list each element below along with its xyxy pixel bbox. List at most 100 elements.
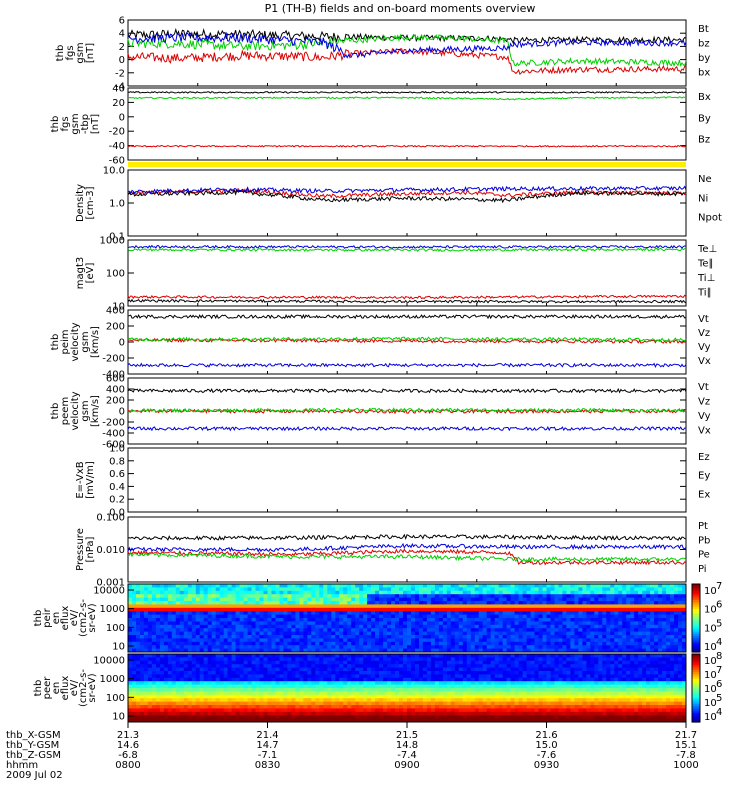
- spectrogram-cell: [554, 587, 559, 592]
- spectrogram-cell: [415, 718, 420, 723]
- spectrogram-cell: [395, 688, 400, 692]
- spectrogram-cell: [526, 628, 532, 633]
- spectrogram-cell: [454, 681, 460, 686]
- spectrogram-cell: [371, 711, 376, 716]
- spectrogram-cell: [450, 654, 456, 658]
- spectrogram-cell: [251, 648, 257, 653]
- spectrogram-cell: [299, 688, 304, 692]
- spectrogram-cell: [243, 594, 249, 599]
- spectrogram-cell: [128, 604, 133, 609]
- spectrogram-cell: [375, 660, 380, 665]
- spectrogram-cell: [223, 594, 229, 599]
- spectrogram-cell: [307, 601, 312, 605]
- spectrogram-cell: [478, 631, 484, 636]
- spectrogram-cell: [442, 584, 448, 588]
- spectrogram-cell: [446, 698, 452, 703]
- spectrogram-cell: [395, 611, 400, 616]
- spectrogram-cell: [566, 618, 571, 622]
- spectrogram-cell: [622, 618, 627, 622]
- spectrogram-cell: [311, 715, 316, 720]
- spectrogram-cell: [183, 638, 189, 643]
- spectrogram-cell: [442, 677, 448, 682]
- spectrogram-cell: [271, 601, 276, 605]
- spectrogram-cell: [291, 708, 296, 713]
- spectrogram-cell: [319, 698, 324, 703]
- spectrogram-cell: [450, 684, 456, 689]
- spectrogram-cell: [275, 590, 280, 595]
- spectrogram-cell: [566, 601, 571, 605]
- spectrogram-cell: [179, 638, 185, 643]
- spectrogram-cell: [391, 601, 396, 605]
- spectrogram-cell: [478, 718, 484, 723]
- spectrogram-cell: [574, 590, 579, 595]
- spectrogram-cell: [203, 604, 209, 609]
- spectrogram-cell: [355, 657, 360, 662]
- spectrogram-cell: [494, 645, 500, 650]
- spectrogram-cell: [506, 587, 512, 592]
- spectrogram-cell: [502, 584, 508, 588]
- spectrogram-cell: [255, 614, 260, 619]
- spectrogram-cell: [438, 718, 444, 723]
- spectrogram-cell: [319, 674, 324, 679]
- spectrogram-cell: [391, 691, 396, 696]
- spectrogram-cell: [618, 597, 623, 602]
- spectrogram-cell: [379, 635, 384, 639]
- spectrogram-cell: [434, 684, 440, 689]
- spectrogram-cell: [171, 648, 177, 653]
- spectrogram-cell: [618, 584, 623, 588]
- spectrogram-cell: [199, 691, 205, 696]
- spectrogram-cell: [562, 614, 567, 619]
- spectrogram-cell: [446, 584, 452, 588]
- spectrogram-cell: [666, 597, 671, 602]
- colorbar-cell: [692, 645, 700, 649]
- spectrogram-cell: [311, 674, 316, 679]
- spectrogram-cell: [367, 667, 372, 672]
- spectrogram-cell: [327, 715, 332, 720]
- spectrogram-cell: [323, 705, 328, 709]
- spectrogram-cell: [359, 648, 364, 653]
- spectrogram-cell: [339, 660, 344, 665]
- spectrogram-cell: [195, 688, 201, 692]
- spectrogram-cell: [546, 624, 551, 629]
- spectrogram-cell: [403, 718, 408, 723]
- spectrogram-cell: [311, 701, 316, 706]
- spectrogram-cell: [438, 635, 444, 639]
- spectrogram-cell: [458, 641, 464, 646]
- spectrogram-cell: [167, 618, 173, 622]
- spectrogram-cell: [255, 621, 260, 626]
- spectrogram-cell: [151, 638, 157, 643]
- spectrogram-cell: [355, 708, 360, 713]
- spectrogram-cell: [367, 590, 372, 595]
- spectrogram-cell: [654, 611, 659, 616]
- spectrogram-cell: [614, 631, 619, 636]
- spectrogram-cell: [407, 648, 412, 653]
- spectrogram-cell: [442, 660, 448, 665]
- spectrogram-cell: [243, 657, 249, 662]
- spectrogram-cell: [371, 657, 376, 662]
- spectrogram-cell: [682, 618, 687, 622]
- spectrogram-cell: [355, 638, 360, 643]
- spectrogram-cell: [231, 718, 237, 723]
- spectrogram-cell: [395, 604, 400, 609]
- spectrogram-cell: [183, 701, 189, 706]
- spectrogram-cell: [666, 604, 671, 609]
- spectrogram-cell: [454, 718, 460, 723]
- spectrogram-cell: [259, 677, 264, 682]
- spectrogram-cell: [203, 674, 209, 679]
- spectrogram-cell: [375, 584, 380, 588]
- spectrogram-cell: [235, 698, 241, 703]
- spectrogram-cell: [128, 614, 133, 619]
- spectrogram-cell: [247, 674, 253, 679]
- spectrogram-cell: [239, 631, 245, 636]
- spectrogram-cell: [239, 681, 245, 686]
- spectrogram-cell: [247, 694, 253, 699]
- spectrogram-cell: [411, 705, 416, 709]
- spectrogram-cell: [211, 677, 217, 682]
- spectrogram-cell: [211, 711, 217, 716]
- spectrogram-cell: [215, 587, 221, 592]
- spectrogram-cell: [147, 648, 153, 653]
- spectrogram-cell: [606, 584, 611, 588]
- spectrogram-cell: [371, 654, 376, 658]
- spectrogram-cell: [430, 635, 436, 639]
- spectrogram-cell: [438, 648, 444, 653]
